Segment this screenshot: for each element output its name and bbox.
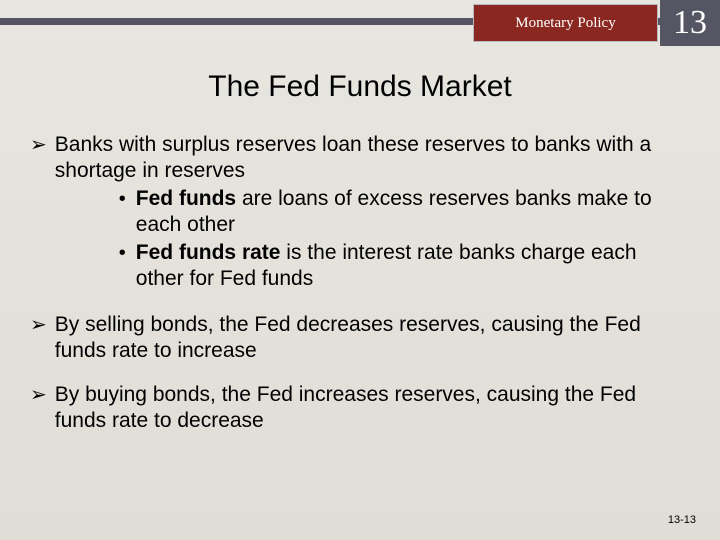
chapter-number-box: 13 <box>660 0 720 46</box>
slide-title: The Fed Funds Market <box>0 70 720 104</box>
sub-bullet-text: Fed funds are loans of excess reserves b… <box>136 186 690 238</box>
header-label: Monetary Policy <box>515 15 615 32</box>
bullet-text: By selling bonds, the Fed decreases rese… <box>55 312 690 364</box>
header-label-box: Monetary Policy <box>473 4 658 42</box>
sub-bullet-item: • Fed funds rate is the interest rate ba… <box>119 240 690 292</box>
slide-content: ➢ Banks with surplus reserves loan these… <box>0 104 720 434</box>
bullet-text: Banks with surplus reserves loan these r… <box>55 133 651 182</box>
dot-icon: • <box>119 186 126 238</box>
bullet-item: ➢ Banks with surplus reserves loan these… <box>30 132 690 294</box>
bullet-text: By buying bonds, the Fed increases reser… <box>55 382 690 434</box>
sub-bullet-list: • Fed funds are loans of excess reserves… <box>119 186 690 292</box>
arrow-icon: ➢ <box>30 312 47 364</box>
bullet-item: ➢ By selling bonds, the Fed decreases re… <box>30 312 690 364</box>
bullet-item: ➢ By buying bonds, the Fed increases res… <box>30 382 690 434</box>
arrow-icon: ➢ <box>30 132 47 294</box>
sub-bullet-text: Fed funds rate is the interest rate bank… <box>136 240 690 292</box>
slide-header: Monetary Policy 13 <box>0 0 720 48</box>
sub-bullet-item: • Fed funds are loans of excess reserves… <box>119 186 690 238</box>
chapter-number: 13 <box>673 4 707 42</box>
dot-icon: • <box>119 240 126 292</box>
arrow-icon: ➢ <box>30 382 47 434</box>
slide-number: 13-13 <box>668 514 696 526</box>
